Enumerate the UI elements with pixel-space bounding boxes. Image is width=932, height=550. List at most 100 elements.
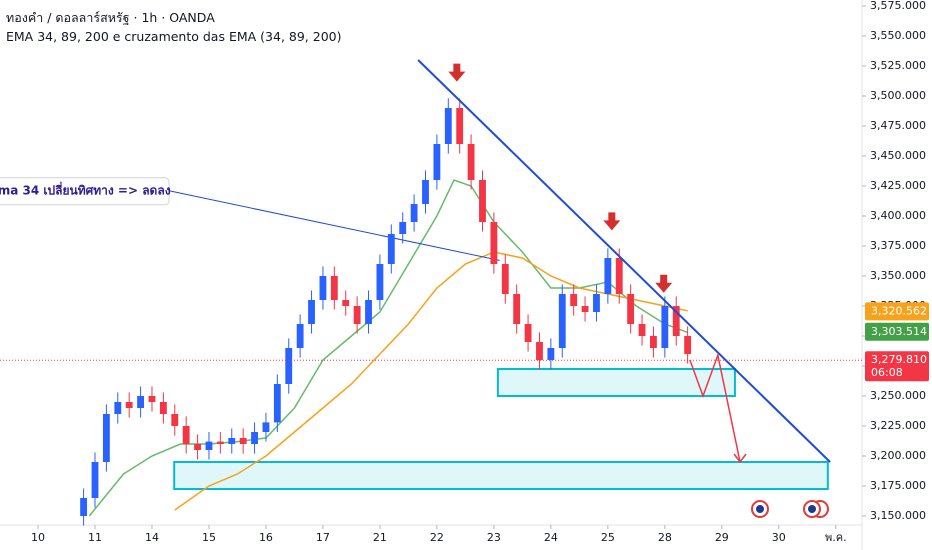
countdown-label: 06:08 — [871, 366, 903, 379]
projection-path — [689, 352, 741, 463]
down-arrow-marker — [603, 212, 621, 231]
x-tick-label: 24 — [544, 531, 558, 544]
down-arrow-marker — [655, 274, 673, 293]
candle-body — [273, 384, 281, 423]
support-zone — [173, 461, 829, 490]
y-tick-label: 3,400.000 — [870, 209, 926, 222]
candle-body — [216, 441, 224, 444]
y-tick-label: 3,150.000 — [870, 509, 926, 522]
candle-body — [524, 324, 532, 342]
candle-body — [399, 222, 407, 234]
candle-body — [650, 336, 657, 348]
price-label: 3,320.562 — [871, 304, 927, 317]
x-tick-label: 23 — [487, 531, 501, 544]
candle-body — [467, 144, 475, 180]
candle-body — [171, 414, 179, 426]
candle-body — [285, 348, 293, 384]
x-tick-label: 29 — [715, 531, 729, 544]
x-tick-label: 21 — [373, 531, 387, 544]
x-tick-label: 11 — [88, 531, 102, 544]
candle-body — [570, 294, 578, 306]
candle-body — [444, 108, 452, 144]
x-tick-label: 10 — [31, 531, 45, 544]
y-tick-label: 3,575.000 — [870, 0, 926, 12]
event-icon — [756, 505, 764, 513]
indicator-title: EMA 34, 89, 200 e cruzamento das EMA (34… — [6, 29, 341, 44]
candle-body — [102, 414, 110, 462]
candle-body — [456, 108, 464, 144]
candle-body — [672, 306, 680, 336]
candle-body — [228, 438, 236, 444]
support-zone — [496, 368, 736, 397]
candle-body — [80, 498, 88, 516]
y-tick-label: 3,250.000 — [870, 389, 926, 402]
candle-body — [330, 276, 338, 300]
chart-title: ทองคำ / ดอลลาร์สหรัฐ · 1h · OANDA — [6, 10, 215, 25]
candle-body — [182, 426, 190, 444]
y-tick-label: 3,375.000 — [870, 239, 926, 252]
down-arrow-marker — [448, 63, 466, 82]
x-tick-label: 28 — [658, 531, 672, 544]
candle-body — [205, 441, 213, 450]
candle-body — [410, 204, 418, 222]
x-tick-label: 15 — [202, 531, 216, 544]
candle-body — [536, 342, 543, 360]
candle-body — [513, 294, 521, 324]
candle-body — [547, 348, 555, 360]
x-tick-label: พ.ค. — [825, 531, 847, 544]
x-tick-label: 14 — [145, 531, 159, 544]
candle-body — [501, 264, 509, 294]
candle-body — [422, 180, 429, 204]
y-tick-label: 3,225.000 — [870, 419, 926, 432]
y-tick-label: 3,425.000 — [870, 179, 926, 192]
y-tick-label: 3,525.000 — [870, 59, 926, 72]
y-tick-label: 3,450.000 — [870, 149, 926, 162]
price-label-box — [865, 302, 929, 321]
candle-body — [479, 180, 486, 222]
candle-body — [615, 258, 623, 294]
x-tick-label: 25 — [601, 531, 615, 544]
price-label-box — [865, 351, 929, 382]
note-connector — [168, 190, 500, 261]
candle-body — [159, 402, 167, 414]
candle-body — [627, 294, 635, 324]
candle-body — [148, 396, 156, 402]
price-label-box — [865, 322, 929, 341]
candle-body — [114, 402, 122, 414]
y-tick-label: 3,200.000 — [870, 449, 926, 462]
candle-body — [604, 258, 612, 294]
candle-body — [296, 324, 304, 348]
projection-arrowhead — [733, 453, 747, 464]
y-tick-label: 3,550.000 — [870, 29, 926, 42]
candle-body — [137, 396, 144, 408]
note-box — [0, 177, 170, 206]
candle-body — [593, 294, 600, 312]
candle-body — [262, 422, 270, 432]
candle-body — [239, 438, 247, 444]
candle-body — [194, 444, 201, 450]
price-label: 3,279.810 — [871, 353, 927, 366]
y-tick-label: 3,500.000 — [870, 89, 926, 102]
candle-body — [581, 306, 589, 312]
note-text: ema 34 เปลี่ยนทิศทาง => ลดลง — [0, 181, 171, 197]
x-tick-label: 16 — [259, 531, 273, 544]
candle-body — [376, 264, 384, 300]
event-icons — [751, 500, 829, 518]
candle-body — [319, 276, 327, 300]
candle-body — [387, 234, 395, 264]
y-tick-label: 3,475.000 — [870, 119, 926, 132]
candle-body — [125, 402, 133, 408]
candle-body — [638, 324, 646, 336]
candle-body — [342, 300, 350, 306]
x-tick-label: 17 — [316, 531, 330, 544]
price-label: 3,303.514 — [871, 325, 927, 338]
candle-body — [433, 144, 441, 180]
candle-body — [91, 462, 99, 498]
y-tick-label: 3,350.000 — [870, 269, 926, 282]
candle-body — [661, 306, 669, 348]
x-tick-label: 30 — [772, 531, 786, 544]
event-icon — [808, 505, 816, 513]
candle-body — [490, 222, 498, 264]
